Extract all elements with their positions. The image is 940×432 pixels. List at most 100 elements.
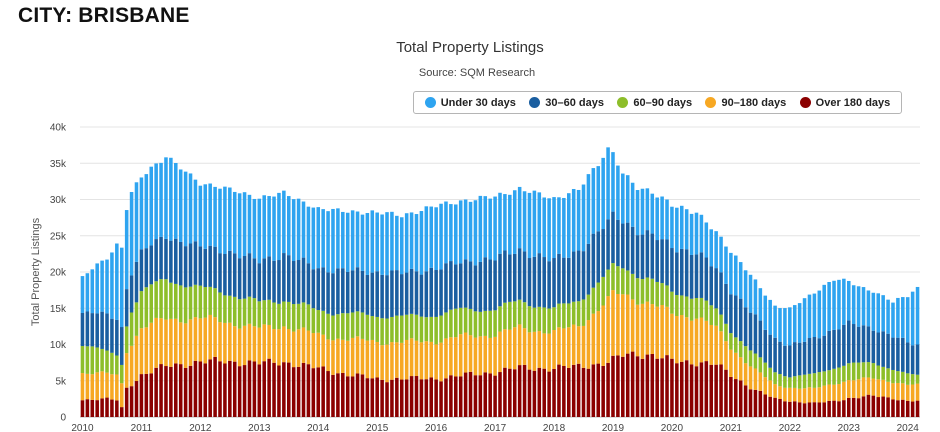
bar-segment[interactable] xyxy=(247,296,252,324)
bar-segment[interactable] xyxy=(134,182,139,262)
bar-segment[interactable] xyxy=(272,196,276,261)
bar-segment[interactable] xyxy=(512,327,517,370)
bar-segment[interactable] xyxy=(576,301,581,327)
bar-segment[interactable] xyxy=(331,340,335,375)
bar-segment[interactable] xyxy=(606,147,610,220)
bar-segment[interactable] xyxy=(896,297,900,338)
bar-segment[interactable] xyxy=(571,301,576,325)
bar-segment[interactable] xyxy=(788,377,792,388)
bar-segment[interactable] xyxy=(483,372,488,417)
bar-segment[interactable] xyxy=(734,352,738,380)
bar-segment[interactable] xyxy=(876,397,881,417)
bar-segment[interactable] xyxy=(169,366,173,417)
bar-segment[interactable] xyxy=(434,269,438,317)
bar-segment[interactable] xyxy=(267,256,271,300)
bar-segment[interactable] xyxy=(630,273,635,300)
bar-segment[interactable] xyxy=(257,327,262,365)
bar-segment[interactable] xyxy=(228,322,232,361)
bar-segment[interactable] xyxy=(842,365,846,382)
bar-segment[interactable] xyxy=(704,320,709,362)
bar-segment[interactable] xyxy=(301,302,306,328)
bar-segment[interactable] xyxy=(645,354,650,417)
bar-segment[interactable] xyxy=(105,313,109,351)
bar-segment[interactable] xyxy=(625,270,630,295)
bar-segment[interactable] xyxy=(154,367,158,417)
bar-segment[interactable] xyxy=(861,377,866,397)
bar-segment[interactable] xyxy=(414,214,419,272)
bar-segment[interactable] xyxy=(886,397,890,417)
bar-segment[interactable] xyxy=(847,280,851,321)
bar-segment[interactable] xyxy=(512,253,517,302)
bar-segment[interactable] xyxy=(267,299,271,325)
bar-segment[interactable] xyxy=(193,284,198,318)
bar-segment[interactable] xyxy=(812,402,817,417)
bar-segment[interactable] xyxy=(640,303,645,359)
bar-segment[interactable] xyxy=(655,281,659,307)
bar-segment[interactable] xyxy=(159,279,163,319)
bar-segment[interactable] xyxy=(419,342,424,380)
bar-segment[interactable] xyxy=(616,355,620,417)
bar-segment[interactable] xyxy=(154,163,158,240)
bar-segment[interactable] xyxy=(139,291,144,329)
bar-segment[interactable] xyxy=(198,285,203,319)
bar-segment[interactable] xyxy=(316,310,321,333)
bar-segment[interactable] xyxy=(345,313,350,341)
bar-segment[interactable] xyxy=(331,374,335,417)
bar-segment[interactable] xyxy=(178,285,183,323)
bar-segment[interactable] xyxy=(778,399,782,417)
bar-segment[interactable] xyxy=(910,374,915,385)
bar-segment[interactable] xyxy=(232,361,237,417)
bar-segment[interactable] xyxy=(527,192,532,259)
bar-segment[interactable] xyxy=(355,373,360,417)
bar-segment[interactable] xyxy=(119,247,124,328)
bar-segment[interactable] xyxy=(650,304,655,354)
bar-segment[interactable] xyxy=(139,177,144,250)
bar-segment[interactable] xyxy=(694,297,699,319)
bar-segment[interactable] xyxy=(90,346,95,375)
bar-segment[interactable] xyxy=(370,316,375,340)
bar-segment[interactable] xyxy=(149,245,153,285)
bar-segment[interactable] xyxy=(252,361,257,417)
bar-segment[interactable] xyxy=(424,379,429,417)
bar-segment[interactable] xyxy=(562,303,566,329)
bar-segment[interactable] xyxy=(488,373,492,417)
bar-segment[interactable] xyxy=(758,390,763,417)
bar-segment[interactable] xyxy=(105,372,109,398)
bar-segment[interactable] xyxy=(792,401,797,417)
bar-segment[interactable] xyxy=(252,258,257,299)
bar-segment[interactable] xyxy=(242,255,247,299)
bar-segment[interactable] xyxy=(345,271,350,314)
bar-segment[interactable] xyxy=(326,371,330,417)
bar-segment[interactable] xyxy=(714,364,718,417)
bar-segment[interactable] xyxy=(542,197,546,258)
bar-segment[interactable] xyxy=(704,222,709,258)
bar-segment[interactable] xyxy=(223,186,227,255)
bar-segment[interactable] xyxy=(336,314,340,339)
bar-segment[interactable] xyxy=(178,241,183,286)
bar-segment[interactable] xyxy=(527,332,532,370)
bar-segment[interactable] xyxy=(699,297,704,318)
bar-segment[interactable] xyxy=(390,316,394,343)
bar-segment[interactable] xyxy=(729,294,733,334)
bar-segment[interactable] xyxy=(296,329,301,367)
bar-segment[interactable] xyxy=(596,363,601,417)
bar-segment[interactable] xyxy=(679,248,684,296)
bar-segment[interactable] xyxy=(380,214,384,275)
bar-segment[interactable] xyxy=(139,374,144,417)
bar-segment[interactable] xyxy=(621,294,625,357)
bar-segment[interactable] xyxy=(861,325,866,363)
bar-segment[interactable] xyxy=(788,345,792,378)
bar-segment[interactable] xyxy=(188,286,193,320)
bar-segment[interactable] xyxy=(144,174,149,249)
bar-segment[interactable] xyxy=(454,308,458,338)
bar-segment[interactable] xyxy=(788,401,792,417)
bar-segment[interactable] xyxy=(576,363,581,417)
bar-segment[interactable] xyxy=(95,263,99,314)
bar-segment[interactable] xyxy=(375,316,379,342)
bar-segment[interactable] xyxy=(743,307,748,347)
bar-segment[interactable] xyxy=(218,322,222,362)
bar-segment[interactable] xyxy=(458,334,463,377)
bar-segment[interactable] xyxy=(419,211,424,275)
bar-segment[interactable] xyxy=(399,274,404,316)
bar-segment[interactable] xyxy=(380,345,384,380)
